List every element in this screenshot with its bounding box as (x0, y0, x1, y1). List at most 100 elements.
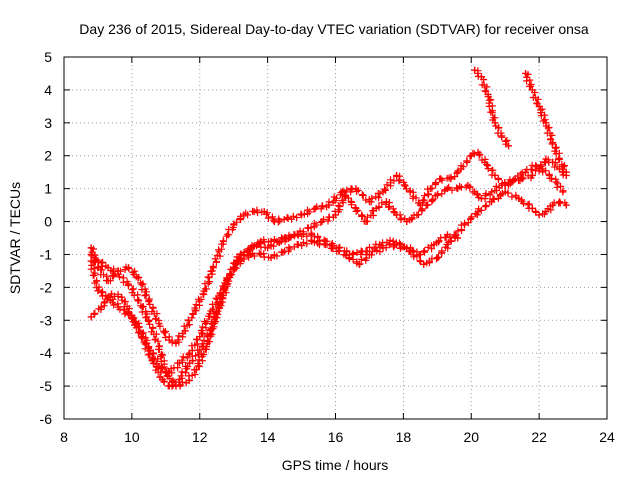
y-tick-label: 4 (44, 82, 52, 98)
data-point-cluster (492, 122, 505, 137)
data-point-cluster (423, 255, 440, 267)
data-point-cluster (510, 176, 524, 185)
data-point-cluster (378, 236, 394, 250)
data-point-cluster (260, 250, 273, 261)
y-tick-label: 0 (44, 214, 52, 230)
data-point-cluster (116, 273, 131, 286)
data-point-cluster (262, 209, 277, 224)
data-point-cluster (556, 199, 569, 207)
data-point-cluster (313, 202, 331, 213)
data-point-cluster (537, 105, 549, 125)
data-point-cluster (176, 378, 186, 390)
data-point (443, 185, 451, 193)
data-point-cluster (331, 192, 349, 216)
y-tick-label: 1 (44, 181, 52, 197)
data-point-cluster (551, 159, 561, 171)
data-point-cluster (485, 96, 499, 124)
data-point (535, 211, 543, 219)
data-point-cluster (363, 207, 378, 225)
data-point (420, 260, 428, 268)
data-point (284, 214, 292, 222)
x-tick-label: 8 (60, 429, 68, 445)
data-point (501, 181, 509, 189)
data-point-cluster (111, 290, 122, 300)
data-point (236, 257, 244, 265)
data-point-cluster (367, 189, 384, 206)
x-tick-label: 16 (328, 429, 344, 445)
data-point-cluster (504, 176, 517, 188)
data-point-cluster (145, 344, 162, 368)
y-axis-label: SDTVAR / TECUs (7, 182, 23, 294)
x-tick-label: 14 (260, 429, 276, 445)
data-point-cluster (504, 189, 520, 201)
data-point-cluster (420, 242, 436, 256)
data-point-cluster (134, 297, 151, 322)
y-tick-label: 2 (44, 148, 52, 164)
data-point-cluster (539, 210, 548, 218)
data-point (532, 162, 540, 170)
data-point-cluster (200, 267, 216, 295)
data-point-cluster (550, 199, 563, 207)
data-point (491, 119, 499, 127)
data-point-cluster (87, 258, 103, 292)
x-axis-label: GPS time / hours (282, 457, 389, 473)
data-point-cluster (544, 202, 555, 214)
series-track-5 (471, 66, 513, 150)
data-point-cluster (157, 363, 172, 376)
x-tick-label: 22 (531, 429, 547, 445)
data-point-cluster (539, 167, 553, 178)
data-point-cluster (542, 122, 556, 144)
data-point-cluster (260, 236, 273, 246)
x-tick-label: 24 (599, 429, 615, 445)
data-point-cluster (546, 174, 560, 183)
data-point-cluster (320, 213, 337, 225)
y-tick-label: -3 (40, 312, 53, 328)
data-point (236, 250, 244, 258)
data-point (393, 171, 401, 179)
data-point-cluster (396, 211, 409, 224)
data-point-cluster (445, 183, 461, 194)
data-point (338, 188, 346, 196)
data-point-cluster (230, 212, 245, 228)
data-point-cluster (168, 337, 176, 347)
data-point-cluster (267, 238, 283, 250)
data-point-cluster (134, 323, 151, 348)
y-tick-label: -4 (40, 345, 53, 361)
data-point-cluster (473, 190, 483, 201)
data-point (294, 241, 302, 249)
data-point-cluster (249, 249, 263, 260)
data-point-cluster (300, 205, 318, 218)
y-tick-label: -1 (40, 246, 53, 262)
data-point-cluster (116, 263, 130, 275)
data-point-cluster (188, 335, 201, 355)
data-point-cluster (433, 233, 450, 247)
data-point (505, 142, 513, 150)
data-point-cluster (523, 70, 535, 90)
y-tick-label: -5 (40, 378, 53, 394)
data-point-cluster (253, 206, 266, 217)
data-point-cluster (339, 185, 356, 196)
data-point (437, 175, 445, 183)
data-point-cluster (474, 67, 482, 80)
data-point (562, 201, 570, 209)
data-point-cluster (97, 288, 110, 300)
grid-lines (64, 57, 607, 419)
data-point-cluster (336, 247, 350, 260)
data-point-cluster (447, 167, 462, 181)
data-point (518, 175, 526, 183)
data-point-cluster (434, 186, 449, 198)
data-point-cluster (363, 240, 380, 255)
data-points (87, 66, 570, 390)
data-point-cluster (270, 248, 287, 260)
data-point-cluster (466, 183, 477, 196)
data-point-cluster (237, 245, 253, 258)
data-point (348, 250, 356, 258)
x-tick-label: 10 (124, 429, 140, 445)
data-point (559, 188, 567, 196)
data-point-cluster (177, 362, 192, 382)
data-point (555, 198, 563, 206)
y-tick-label: -2 (40, 279, 53, 295)
data-point (311, 204, 319, 212)
